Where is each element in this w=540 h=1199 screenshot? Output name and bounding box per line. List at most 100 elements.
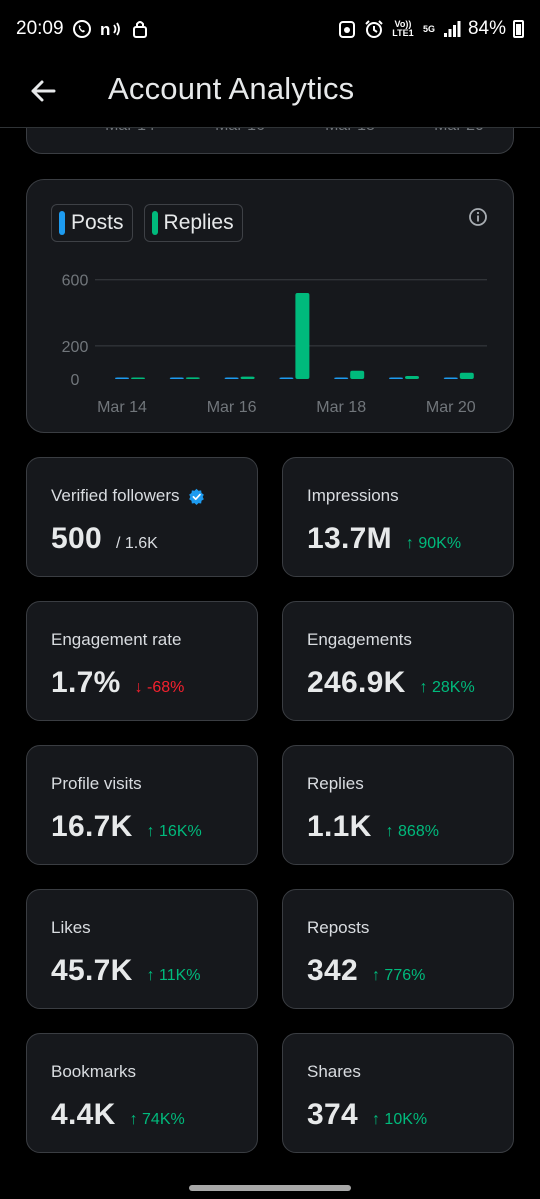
legend-label: Posts (71, 211, 124, 234)
stat-change-value: 16K% (159, 823, 202, 840)
alarm-icon (365, 20, 383, 38)
arrow-up-icon: ↑ (419, 679, 432, 696)
top-app-bar: Account Analytics (0, 62, 540, 128)
stat-value: 16.7K (51, 810, 133, 843)
posts-replies-chart-card: 0 200 600 Mar 14 Mar 16 Mar 18 Mar 20 Posts Re… (26, 179, 514, 433)
bar-posts (389, 377, 403, 379)
stat-change: ↑ 90K% (406, 535, 461, 553)
bar-chart: 0 200 600 Mar 14 Mar 16 Mar 18 Mar 20 (62, 273, 487, 416)
bar-replies (350, 370, 365, 379)
x-tick-label: Mar 16 (207, 399, 257, 416)
arrow-up-icon: ↑ (371, 1111, 385, 1128)
stat-value: 342 (307, 954, 358, 987)
lock-icon (132, 21, 147, 38)
bar-replies (295, 292, 310, 379)
stat-change: ↑ 776% (372, 967, 425, 985)
stat-card-verified-followers[interactable]: Verified followers 500 / 1.6K (26, 457, 258, 577)
info-icon[interactable] (467, 206, 489, 228)
stat-value: 500 (51, 522, 102, 555)
x-tick-label: Mar 14 (97, 399, 147, 416)
stat-change-value: -68% (147, 679, 185, 696)
stat-value-row: 342 ↑ 776% (307, 954, 425, 988)
bar-posts (169, 377, 184, 379)
stat-value-row: 500 / 1.6K (51, 522, 158, 556)
bar-posts (443, 377, 458, 379)
bar-posts (224, 377, 239, 379)
arrow-up-icon: ↑ (405, 535, 419, 552)
stat-change-value: 90K% (418, 535, 462, 552)
signal-icon (443, 21, 461, 37)
stat-change: ↑ 10K% (372, 1111, 427, 1129)
x-tick-label: Mar 18 (316, 399, 366, 416)
legend-item-posts[interactable]: Posts (51, 204, 133, 242)
stat-change-value: 868% (398, 823, 439, 840)
status-right: Vo)) LTE1 5G 84% (337, 18, 524, 40)
bar-replies (405, 376, 419, 379)
arrow-up-icon: ↑ (129, 1111, 143, 1128)
network-5g-icon: 5G (422, 23, 435, 34)
stat-change: ↑ 868% (386, 823, 439, 841)
stat-label: Reposts (307, 918, 370, 937)
alarm-clock-icon (338, 21, 355, 38)
arrow-down-icon: ↓ (134, 679, 148, 696)
stat-change: ↑ 11K% (147, 967, 201, 985)
chart-legend: Posts Replies (51, 204, 243, 242)
legend-item-replies[interactable]: Replies (143, 204, 243, 242)
stat-card-bookmarks[interactable]: Bookmarks 4.4K ↑ 74K% (26, 1033, 258, 1153)
stat-value: 1.1K (307, 810, 372, 843)
y-tick-label: 200 (62, 339, 89, 356)
stat-label: Impressions (307, 486, 399, 505)
stat-card-likes[interactable]: Likes 45.7K ↑ 11K% (26, 889, 258, 1009)
stat-value: 13.7M (307, 522, 392, 555)
arrow-up-icon: ↑ (146, 823, 160, 840)
stat-card-replies[interactable]: Replies 1.1K ↑ 868% (282, 745, 514, 865)
home-indicator[interactable] (189, 1185, 351, 1191)
stat-label: Likes (51, 918, 91, 937)
stat-label: Profile visits (51, 774, 142, 793)
status-left: 20:09 n (16, 18, 148, 40)
stat-card-shares[interactable]: Shares 374 ↑ 10K% (282, 1033, 514, 1153)
stat-label: Engagement rate (51, 630, 182, 649)
stat-change: ↑ 16K% (147, 823, 202, 841)
stat-change: ↑ 28K% (420, 679, 475, 697)
stat-value-row: 1.7% ↓ -68% (51, 666, 184, 700)
stat-value-row: 246.9K ↑ 28K% (307, 666, 475, 700)
stat-value-row: 16.7K ↑ 16K% (51, 810, 202, 844)
stat-label: Shares (307, 1062, 361, 1081)
back-button[interactable] (22, 70, 64, 112)
arrow-left-icon (31, 80, 56, 102)
y-tick-label: 0 (71, 372, 80, 389)
stat-label: Bookmarks (51, 1062, 137, 1081)
stat-value-row: 1.1K ↑ 868% (307, 810, 439, 844)
legend-swatch-posts (59, 211, 65, 235)
bar-posts (279, 377, 294, 379)
status-bar: 20:09 n Vo)) LTE1 5G (0, 0, 540, 62)
bar-replies (131, 377, 145, 379)
arrow-up-icon: ↑ (371, 967, 385, 984)
y-tick-label: 600 (62, 273, 89, 290)
stat-change-value: 74K% (142, 1111, 185, 1128)
svg-text:n: n (100, 20, 110, 39)
stat-change-value: 10K% (384, 1111, 428, 1128)
stat-value: 1.7% (51, 666, 121, 699)
stat-value: 374 (307, 1098, 358, 1131)
stat-card-reposts[interactable]: Reposts 342 ↑ 776% (282, 889, 514, 1009)
legend-label: Replies (163, 211, 234, 234)
stat-total: / 1.6K (115, 535, 158, 552)
stat-value-row: 4.4K ↑ 74K% (51, 1098, 185, 1132)
bar-posts (334, 377, 349, 379)
stat-value: 45.7K (51, 954, 133, 987)
stat-card-profile-visits[interactable]: Profile visits 16.7K ↑ 16K% (26, 745, 258, 865)
bar-replies (185, 377, 200, 379)
stat-value: 4.4K (51, 1098, 116, 1131)
volte-icon: Vo)) LTE1 (392, 19, 414, 38)
stat-card-engagement-rate[interactable]: Engagement rate 1.7% ↓ -68% (26, 601, 258, 721)
stat-value-row: 13.7M ↑ 90K% (307, 522, 461, 556)
arrow-up-icon: ↑ (146, 967, 160, 984)
whatsapp-icon (72, 20, 91, 38)
stat-change-value: 11K% (159, 967, 201, 984)
stat-card-impressions[interactable]: Impressions 13.7M ↑ 90K% (282, 457, 514, 577)
stat-card-engagements[interactable]: Engagements 246.9K ↑ 28K% (282, 601, 514, 721)
stat-value: 246.9K (307, 666, 406, 699)
legend-swatch-replies (151, 211, 158, 235)
